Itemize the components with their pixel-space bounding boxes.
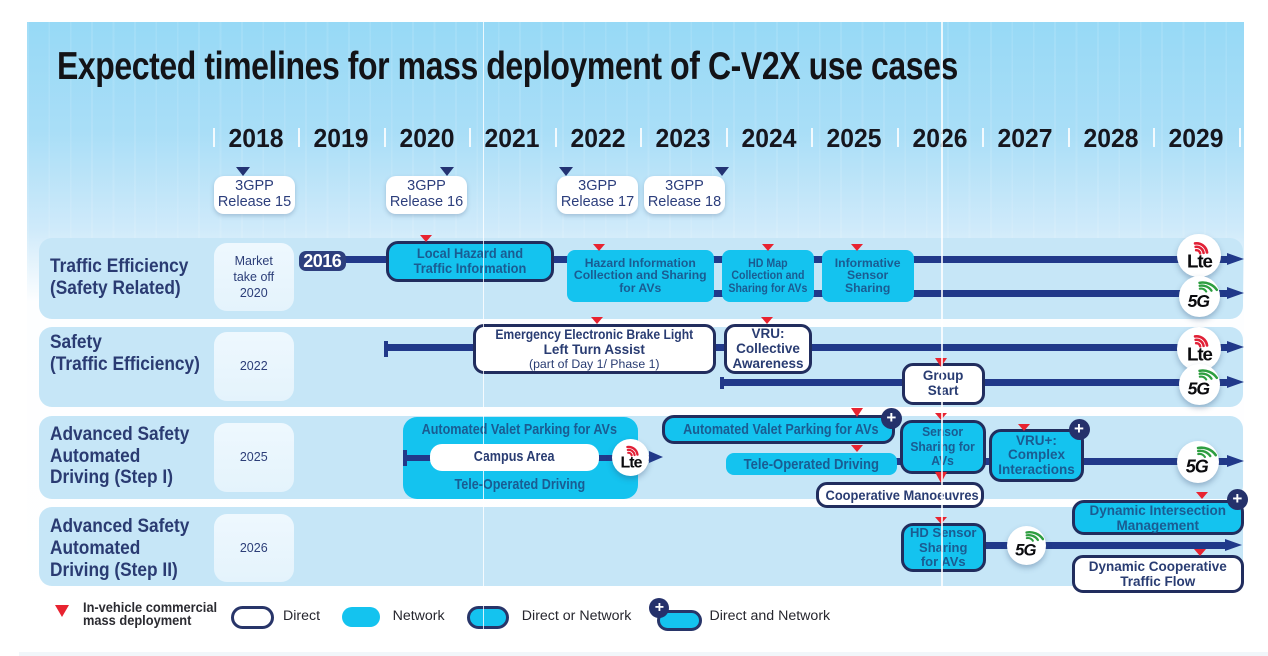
svg-text:Lte: Lte: [1187, 250, 1212, 271]
svg-text:5G: 5G: [1015, 540, 1036, 559]
svg-text:Lte: Lte: [1187, 344, 1212, 365]
svg-text:5G: 5G: [1187, 291, 1210, 311]
svg-text:5G: 5G: [1187, 378, 1210, 398]
svg-text:Lte: Lte: [621, 454, 643, 471]
svg-text:5G: 5G: [1185, 457, 1208, 477]
